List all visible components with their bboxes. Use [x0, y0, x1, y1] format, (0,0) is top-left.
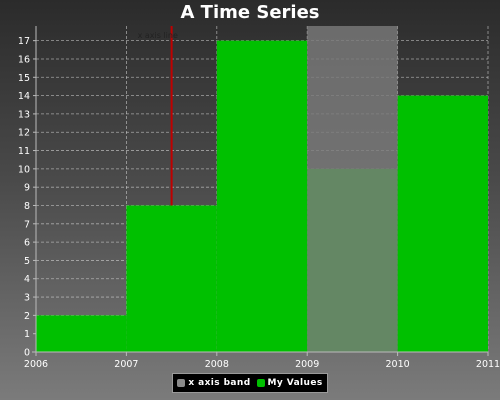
x-axis-band [307, 26, 398, 352]
y-tick-label-5: 5 [24, 256, 30, 267]
y-tick-label-14: 14 [18, 91, 30, 102]
chart-legend: x axis band My Values [172, 373, 328, 393]
y-tick-label-8: 8 [24, 201, 30, 212]
legend-swatch-series [256, 379, 265, 387]
y-tick-label-15: 15 [18, 73, 30, 84]
legend-item-series: My Values [256, 378, 323, 388]
x-tick-label-2009: 2009 [295, 359, 319, 370]
y-tick-label-6: 6 [24, 238, 30, 249]
x-tick-label-2011: 2011 [476, 359, 500, 370]
y-tick-label-9: 9 [24, 183, 30, 194]
x-tick-label-2006: 2006 [24, 359, 48, 370]
x-tick-label-2007: 2007 [114, 359, 138, 370]
y-tick-label-3: 3 [24, 293, 30, 304]
y-tick-label-10: 10 [18, 164, 30, 175]
y-tick-label-2: 2 [24, 311, 30, 322]
x-tick-label-2008: 2008 [205, 359, 229, 370]
x-axis-marker-label: x axis line [138, 31, 178, 40]
y-tick-label-11: 11 [18, 146, 30, 157]
bar-2006 [36, 315, 127, 352]
y-tick-label-1: 1 [24, 329, 30, 340]
legend-swatch-band [177, 379, 186, 387]
y-tick-label-12: 12 [18, 128, 30, 139]
y-tick-label-17: 17 [18, 36, 30, 47]
legend-label-band: x axis band [188, 378, 251, 388]
bar-2008 [216, 40, 308, 353]
y-tick-label-7: 7 [24, 219, 30, 230]
y-tick-label-0: 0 [24, 348, 30, 359]
legend-label-series: My Values [267, 378, 323, 388]
bar-2010 [397, 95, 488, 352]
legend-item-band: x axis band [177, 378, 250, 388]
chart-title: A Time Series [180, 2, 320, 23]
x-tick-label-2010: 2010 [386, 359, 410, 370]
y-tick-label-13: 13 [18, 109, 30, 120]
bar-2007 [126, 205, 217, 352]
y-tick-label-4: 4 [24, 274, 30, 285]
y-tick-label-16: 16 [18, 54, 30, 65]
